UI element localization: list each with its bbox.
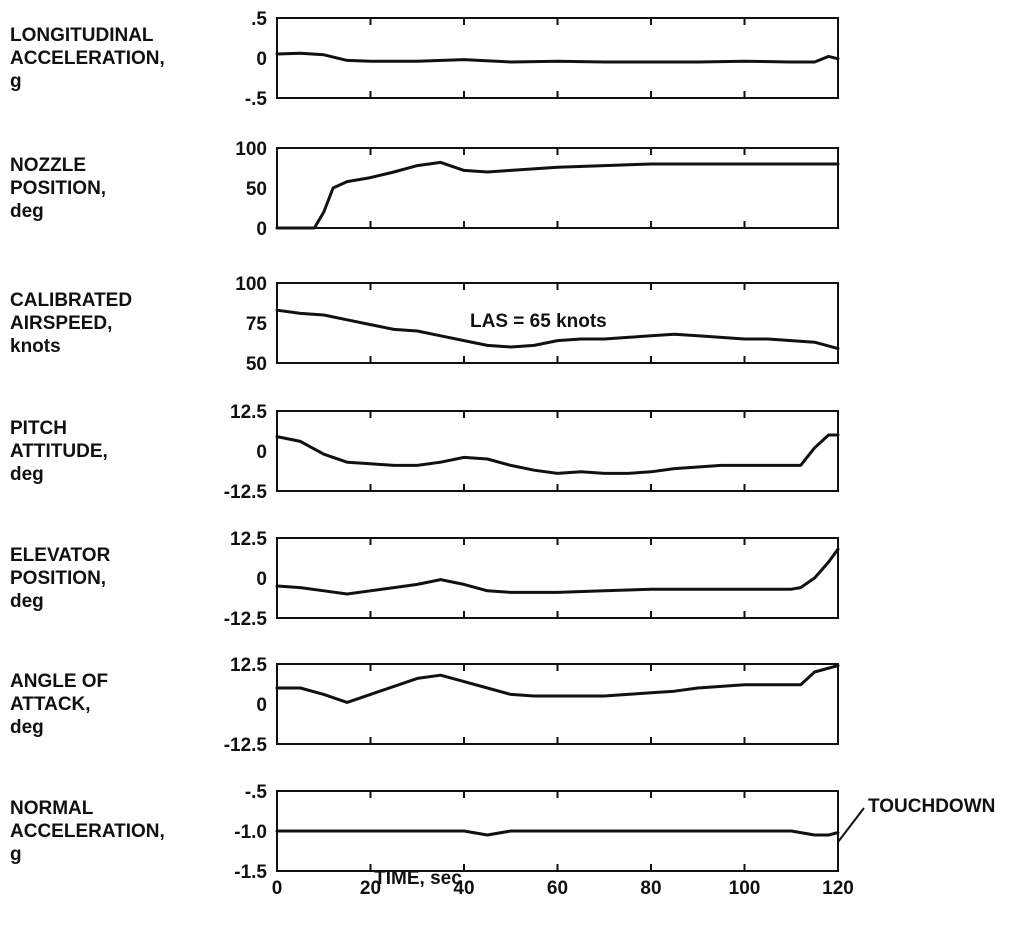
y-tick-label: 12.5 <box>230 655 267 676</box>
series-line <box>275 160 840 230</box>
y-tick-label: 0 <box>256 219 267 240</box>
series-line <box>275 308 840 351</box>
y-tick-label: 100 <box>235 274 267 295</box>
x-tick-label: 120 <box>822 878 854 899</box>
x-tick-label: 100 <box>729 878 761 899</box>
panel-frame <box>276 537 839 619</box>
y-tick-label: 0 <box>256 49 267 70</box>
y-tick-label: -12.5 <box>224 609 268 630</box>
y-tick-label: 12.5 <box>230 529 267 550</box>
panel-label-line: ANGLE OF <box>10 671 108 692</box>
series-line <box>275 433 840 475</box>
panel-label-line: CALIBRATED <box>10 290 132 311</box>
series-line <box>275 829 840 837</box>
y-tick-label: -12.5 <box>224 482 268 503</box>
x-tick-label: 0 <box>272 878 283 899</box>
panel-annotation: LAS = 65 knots <box>470 311 607 332</box>
y-tick-label: -.5 <box>245 782 268 803</box>
touchdown-label: TOUCHDOWN <box>868 796 995 817</box>
y-tick-label: 0 <box>256 569 267 590</box>
y-tick-label: .5 <box>251 9 267 30</box>
y-tick-label: 75 <box>246 314 268 335</box>
y-tick-label: 50 <box>246 179 267 200</box>
x-tick-label: 60 <box>547 878 568 899</box>
x-axis: TIME, sec 0 20 40 60 80 100 120 <box>272 868 854 899</box>
panel-label-line: POSITION, <box>10 178 106 199</box>
x-axis-title: TIME, sec <box>374 868 462 889</box>
series-line <box>275 51 840 64</box>
series-line <box>275 664 840 704</box>
touchdown-annotation: TOUCHDOWN <box>837 796 995 843</box>
y-tick-label: 50 <box>246 354 267 375</box>
panel-label-line: ELEVATOR <box>10 545 111 566</box>
panel-label-line: LONGITUDINAL <box>10 25 154 46</box>
x-tick-label: 40 <box>453 878 474 899</box>
panel-label-line: deg <box>10 591 44 612</box>
panel-frame <box>276 17 839 99</box>
y-tick-label: 0 <box>256 442 267 463</box>
panel-frame <box>276 410 839 492</box>
y-tick-label: -1.0 <box>234 822 267 843</box>
panel-label-line: knots <box>10 336 61 357</box>
panel-label-line: g <box>10 71 22 92</box>
touchdown-leader-line <box>837 807 865 843</box>
x-tick-label: 80 <box>640 878 661 899</box>
panel-label-line: deg <box>10 464 44 485</box>
panel-label-line: deg <box>10 717 44 738</box>
y-tick-label: 100 <box>235 139 267 160</box>
y-tick-label: -1.5 <box>234 862 267 883</box>
panel-label-line: POSITION, <box>10 568 106 589</box>
panel-label-line: ACCELERATION, <box>10 821 165 842</box>
y-tick-label: 12.5 <box>230 402 267 423</box>
series-line <box>275 547 840 596</box>
chart-panels: .50-.5LONGITUDINALACCELERATION,g100500NO… <box>10 9 840 883</box>
panel-label-line: AIRSPEED, <box>10 313 112 334</box>
y-tick-label: -12.5 <box>224 735 268 756</box>
panel-label-line: PITCH <box>10 418 67 439</box>
x-tick-label: 20 <box>360 878 381 899</box>
y-tick-label: 0 <box>256 695 267 716</box>
panel-label-line: deg <box>10 201 44 222</box>
panel-label-line: g <box>10 844 22 865</box>
panel-label-line: ACCELERATION, <box>10 48 165 69</box>
panel-frame <box>276 147 839 229</box>
y-tick-label: -.5 <box>245 89 268 110</box>
panel-label-line: ATTACK, <box>10 694 91 715</box>
panel-label-line: NOZZLE <box>10 155 86 176</box>
panel-frame <box>276 663 839 745</box>
panel-label-line: ATTITUDE, <box>10 441 108 462</box>
panel-label-line: NORMAL <box>10 798 94 819</box>
